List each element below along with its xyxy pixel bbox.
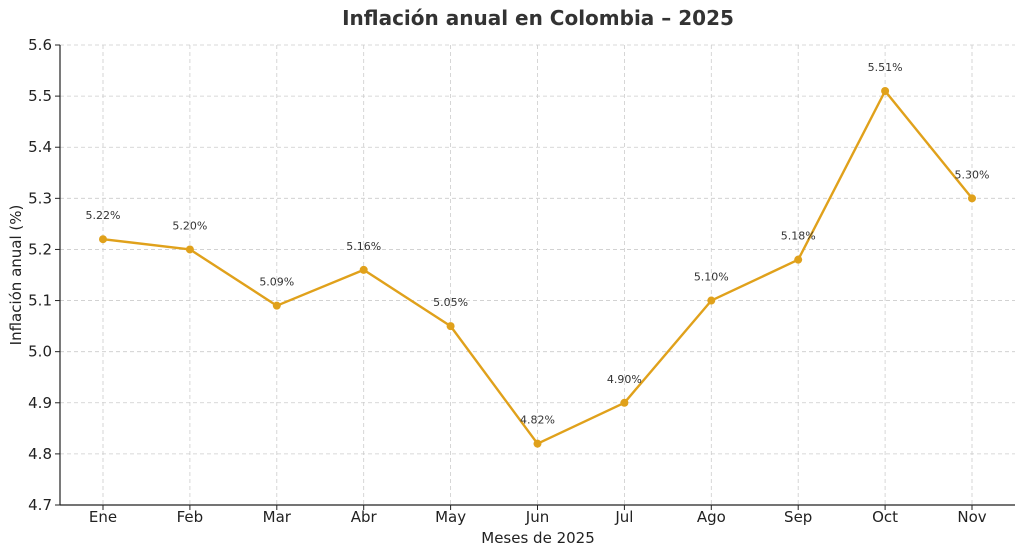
data-label: 4.90%	[607, 373, 642, 386]
y-axis-label: Inflación anual (%)	[7, 205, 25, 346]
y-tick-label: 5.1	[28, 292, 52, 310]
x-tick-label: Nov	[957, 508, 986, 526]
x-tick-label: Ene	[89, 508, 117, 526]
data-label: 5.30%	[955, 168, 990, 181]
data-point	[99, 235, 107, 244]
data-label: 5.18%	[781, 230, 816, 243]
x-axis-label: Meses de 2025	[481, 529, 595, 547]
data-point	[620, 398, 629, 407]
x-tick-label: Jul	[614, 508, 633, 526]
data-label: 5.51%	[868, 61, 903, 74]
data-label: 4.82%	[520, 414, 555, 427]
data-point	[446, 322, 455, 331]
y-tick-label: 5.0	[28, 343, 52, 361]
data-label: 5.22%	[86, 209, 121, 222]
y-tick-label: 5.2	[28, 240, 52, 258]
data-point	[359, 265, 368, 274]
x-axis-ticks: Ene Feb Mar Abr May Jun Jul Ago Sep Oct Nov	[89, 505, 987, 526]
data-label: 5.20%	[172, 219, 207, 232]
y-tick-label: 4.8	[28, 445, 52, 463]
grid	[60, 44, 1015, 506]
data-labels: 5.22% 5.20% 5.09% 5.16% 5.05% 4.82% 4.90% 5.10%…	[86, 61, 990, 427]
y-tick-label: 5.6	[28, 36, 52, 54]
y-tick-label: 5.3	[28, 189, 52, 207]
data-label: 5.16%	[346, 240, 381, 253]
y-tick-label: 4.7	[28, 496, 52, 514]
data-point	[881, 87, 890, 95]
x-tick-label: May	[435, 508, 466, 526]
x-tick-label: Mar	[263, 508, 292, 526]
y-tick-label: 5.4	[28, 138, 52, 156]
y-tick-label: 4.9	[28, 394, 52, 412]
data-point	[707, 296, 716, 305]
x-tick-label: Abr	[351, 508, 378, 526]
data-point	[533, 439, 542, 448]
y-tick-label: 5.5	[28, 87, 52, 105]
x-tick-label: Jun	[525, 508, 549, 526]
x-tick-label: Feb	[177, 508, 204, 526]
chart-title: Inflación anual en Colombia – 2025	[342, 6, 734, 30]
data-point	[185, 245, 194, 254]
data-label: 5.05%	[433, 296, 468, 309]
axes	[59, 45, 1015, 506]
x-tick-label: Oct	[872, 508, 898, 526]
data-label: 5.09%	[259, 276, 294, 289]
data-point	[272, 301, 281, 310]
x-tick-label: Sep	[784, 508, 812, 526]
y-axis-ticks: 4.7 4.8 4.9 5.0 5.1 5.2 5.3 5.4 5.5 5.6	[28, 36, 60, 514]
data-point	[794, 255, 803, 264]
series-inflation	[99, 87, 976, 448]
data-label: 5.10%	[694, 271, 729, 284]
data-point	[968, 194, 976, 203]
x-tick-label: Ago	[697, 508, 726, 526]
